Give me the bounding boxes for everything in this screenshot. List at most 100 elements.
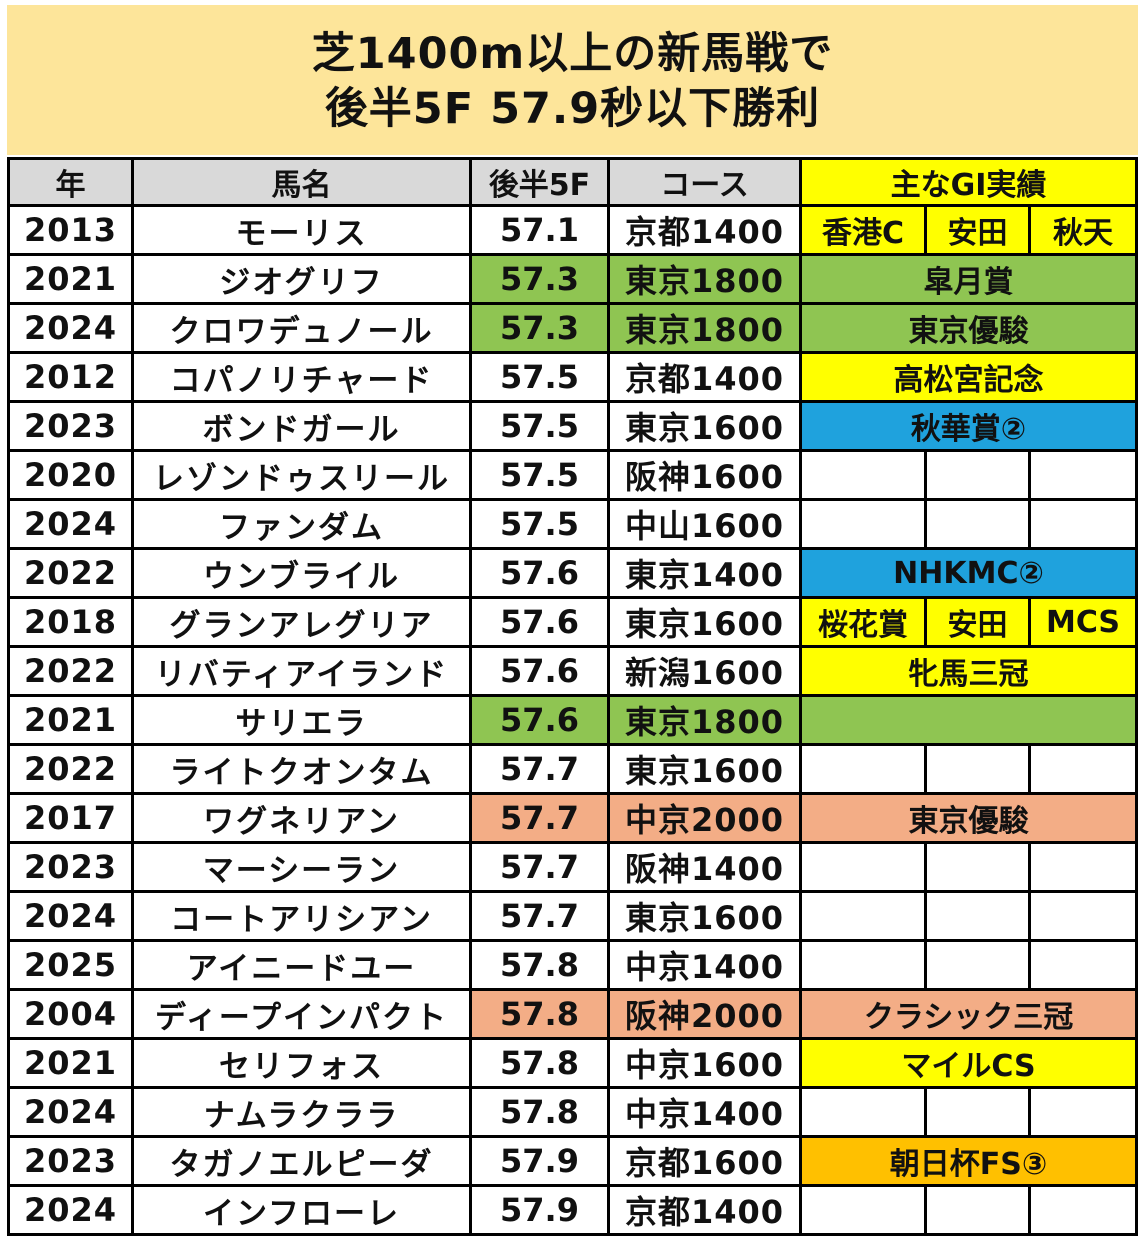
horse-name-cell: マーシーラン xyxy=(131,841,472,893)
gi-cell-empty xyxy=(799,1086,927,1138)
horse-name-cell: レゾンドゥスリール xyxy=(131,449,472,501)
header-row: 年 馬名 後半5F コース 主なGI実績 xyxy=(7,157,1139,207)
year-cell: 2017 xyxy=(7,792,134,844)
gi-cell-empty xyxy=(924,1184,1031,1236)
horse-name-cell: ジオグリフ xyxy=(131,253,472,305)
table-row: 2021 サリエラ 57.6 東京1800 xyxy=(7,694,1139,746)
time-cell: 57.7 xyxy=(469,841,610,893)
gi-cell: 安田 xyxy=(924,204,1031,256)
course-cell: 京都1400 xyxy=(607,204,802,256)
course-cell: 阪神1400 xyxy=(607,841,802,893)
horse-name-cell: ボンドガール xyxy=(131,400,472,452)
time-cell: 57.6 xyxy=(469,694,610,746)
gi-cell-empty xyxy=(1027,498,1139,550)
year-cell: 2022 xyxy=(7,645,134,697)
gi-cell-empty xyxy=(1027,939,1139,991)
horse-name-cell: ワグネリアン xyxy=(131,792,472,844)
year-cell: 2024 xyxy=(7,498,134,550)
table-row: 2004 ディープインパクト 57.8 阪神2000 クラシック三冠 xyxy=(7,988,1139,1040)
gi-cell-empty xyxy=(799,890,927,942)
course-cell: 東京1800 xyxy=(607,253,802,305)
time-cell: 57.5 xyxy=(469,498,610,550)
year-cell: 2023 xyxy=(7,841,134,893)
gi-cell: 皐月賞 xyxy=(798,253,1139,305)
gi-cell: 東京優駿 xyxy=(798,302,1139,354)
gi-cell-empty xyxy=(799,449,927,501)
horse-name-cell: インフローレ xyxy=(131,1184,472,1236)
year-cell: 2018 xyxy=(7,596,134,648)
gi-cell: MCS xyxy=(1027,596,1139,648)
horse-name-cell: コパノリチャード xyxy=(131,351,472,403)
course-cell: 中山1600 xyxy=(607,498,802,550)
year-cell: 2024 xyxy=(7,890,134,942)
time-cell: 57.5 xyxy=(469,449,610,501)
gi-cell-empty xyxy=(924,890,1031,942)
table-row: 2013 モーリス 57.1 京都1400 香港C 安田 秋天 xyxy=(7,204,1139,256)
header-gi: 主なGI実績 xyxy=(798,157,1139,207)
course-cell: 京都1600 xyxy=(607,1135,802,1187)
year-cell: 2004 xyxy=(7,988,134,1040)
horse-name-cell: モーリス xyxy=(131,204,472,256)
year-cell: 2023 xyxy=(7,400,134,452)
gi-cell: NHKMC② xyxy=(798,547,1139,599)
time-cell: 57.6 xyxy=(469,596,610,648)
horse-name-cell: グランアレグリア xyxy=(131,596,472,648)
header-year: 年 xyxy=(7,157,134,207)
table-row: 2024 クロワデュノール 57.3 東京1800 東京優駿 xyxy=(7,302,1139,354)
results-table: 年 馬名 後半5F コース 主なGI実績 2013 モーリス 57.1 京都14… xyxy=(7,157,1139,1236)
horse-name-cell: ウンブライル xyxy=(131,547,472,599)
course-cell: 中京2000 xyxy=(607,792,802,844)
course-cell: 東京1600 xyxy=(607,743,802,795)
table-row: 2024 インフローレ 57.9 京都1400 xyxy=(7,1184,1139,1236)
year-cell: 2024 xyxy=(7,302,134,354)
time-cell: 57.1 xyxy=(469,204,610,256)
horse-name-cell: クロワデュノール xyxy=(131,302,472,354)
course-cell: 阪神2000 xyxy=(607,988,802,1040)
course-cell: 東京1400 xyxy=(607,547,802,599)
gi-cell-empty xyxy=(924,449,1031,501)
horse-name-cell: リバティアイランド xyxy=(131,645,472,697)
time-cell: 57.6 xyxy=(469,547,610,599)
time-cell: 57.7 xyxy=(469,890,610,942)
course-cell: 中京1400 xyxy=(607,1086,802,1138)
gi-cell-empty xyxy=(924,1086,1031,1138)
course-cell: 東京1800 xyxy=(607,694,802,746)
table-row: 2024 ナムラクララ 57.8 中京1400 xyxy=(7,1086,1139,1138)
time-cell: 57.5 xyxy=(469,400,610,452)
gi-cell: 東京優駿 xyxy=(798,792,1139,844)
table-row: 2012 コパノリチャード 57.5 京都1400 高松宮記念 xyxy=(7,351,1139,403)
gi-cell-empty xyxy=(924,743,1031,795)
time-cell: 57.8 xyxy=(469,1037,610,1089)
table-row: 2021 セリフォス 57.8 中京1600 マイルCS xyxy=(7,1037,1139,1089)
time-cell: 57.3 xyxy=(469,253,610,305)
gi-cell-empty xyxy=(1027,1086,1139,1138)
year-cell: 2024 xyxy=(7,1184,134,1236)
gi-cell-empty xyxy=(799,1184,927,1236)
course-cell: 東京1600 xyxy=(607,890,802,942)
table-row: 2022 ライトクオンタム 57.7 東京1600 xyxy=(7,743,1139,795)
gi-cell-empty xyxy=(799,841,927,893)
gi-cell-empty xyxy=(799,498,927,550)
header-course: コース xyxy=(607,157,802,207)
table-row: 2024 ファンダム 57.5 中山1600 xyxy=(7,498,1139,550)
horse-name-cell: ナムラクララ xyxy=(131,1086,472,1138)
gi-cell-empty xyxy=(1027,1184,1139,1236)
time-cell: 57.9 xyxy=(469,1135,610,1187)
table-row: 2021 ジオグリフ 57.3 東京1800 皐月賞 xyxy=(7,253,1139,305)
year-cell: 2021 xyxy=(7,694,134,746)
time-cell: 57.8 xyxy=(469,988,610,1040)
year-cell: 2023 xyxy=(7,1135,134,1187)
time-cell: 57.7 xyxy=(469,743,610,795)
course-cell: 阪神1600 xyxy=(607,449,802,501)
gi-cell: 桜花賞 xyxy=(799,596,927,648)
title-banner: 芝1400m以上の新馬戦で 後半5F 57.9秒以下勝利 xyxy=(7,5,1138,155)
gi-cell-empty xyxy=(924,841,1031,893)
course-cell: 東京1600 xyxy=(607,596,802,648)
year-cell: 2020 xyxy=(7,449,134,501)
time-cell: 57.3 xyxy=(469,302,610,354)
year-cell: 2021 xyxy=(7,253,134,305)
gi-cell-empty xyxy=(1027,841,1139,893)
time-cell: 57.9 xyxy=(469,1184,610,1236)
year-cell: 2021 xyxy=(7,1037,134,1089)
table-row: 2020 レゾンドゥスリール 57.5 阪神1600 xyxy=(7,449,1139,501)
